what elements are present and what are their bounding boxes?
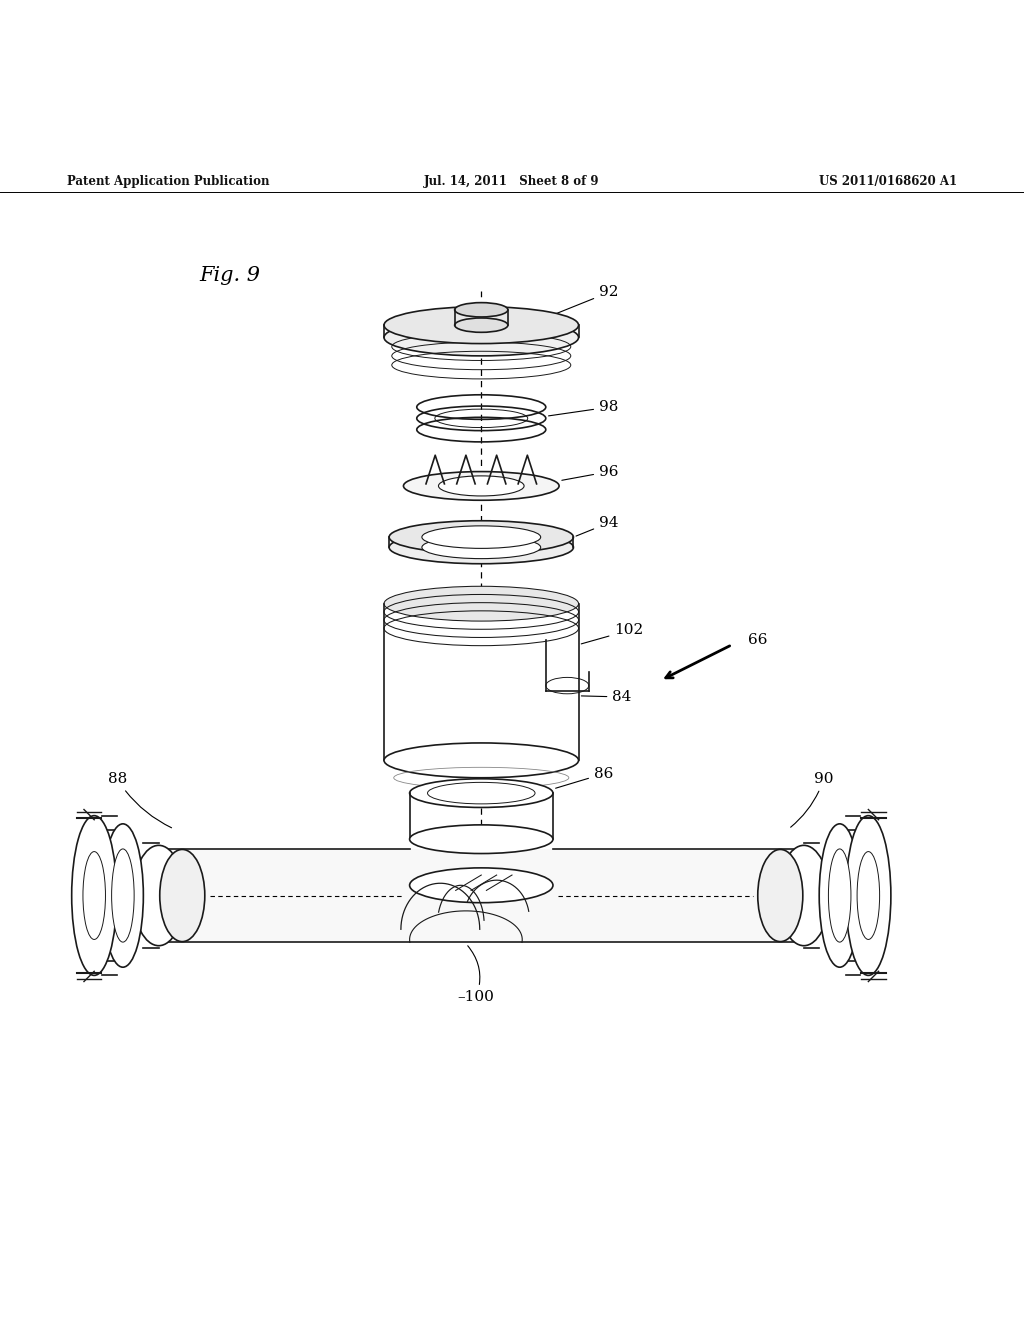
Text: US 2011/0168620 A1: US 2011/0168620 A1 — [819, 174, 957, 187]
Ellipse shape — [422, 525, 541, 548]
Text: 86: 86 — [556, 767, 613, 788]
Ellipse shape — [389, 531, 573, 564]
Ellipse shape — [422, 536, 541, 558]
Ellipse shape — [410, 779, 553, 808]
Ellipse shape — [403, 471, 559, 500]
Ellipse shape — [828, 849, 851, 942]
Ellipse shape — [410, 867, 553, 903]
Ellipse shape — [384, 743, 579, 777]
Ellipse shape — [384, 586, 579, 622]
Ellipse shape — [389, 520, 573, 553]
Text: 84: 84 — [582, 690, 632, 704]
Text: 96: 96 — [562, 465, 618, 480]
Text: 94: 94 — [577, 516, 618, 536]
Text: 92: 92 — [546, 285, 618, 318]
Ellipse shape — [133, 845, 184, 945]
Ellipse shape — [778, 845, 829, 945]
Ellipse shape — [160, 850, 205, 941]
Text: 102: 102 — [582, 623, 644, 644]
Text: Patent Application Publication: Patent Application Publication — [67, 174, 269, 187]
Text: Fig. 9: Fig. 9 — [200, 265, 261, 285]
Ellipse shape — [83, 851, 105, 940]
Ellipse shape — [72, 816, 117, 975]
Ellipse shape — [102, 824, 143, 968]
Ellipse shape — [758, 850, 803, 941]
Text: –100: –100 — [458, 945, 495, 1005]
Ellipse shape — [857, 851, 880, 940]
Bar — [384, 603, 579, 760]
Ellipse shape — [438, 477, 524, 496]
Ellipse shape — [428, 783, 535, 804]
Text: 66: 66 — [748, 632, 767, 647]
Text: 98: 98 — [549, 400, 618, 416]
Ellipse shape — [384, 319, 579, 356]
Text: 90: 90 — [791, 772, 834, 828]
Ellipse shape — [819, 824, 860, 968]
Ellipse shape — [455, 318, 508, 333]
Ellipse shape — [384, 306, 579, 343]
Bar — [164, 850, 799, 941]
Ellipse shape — [846, 816, 891, 975]
Text: Jul. 14, 2011   Sheet 8 of 9: Jul. 14, 2011 Sheet 8 of 9 — [424, 174, 600, 187]
Text: 88: 88 — [108, 772, 172, 828]
Ellipse shape — [410, 825, 553, 854]
Ellipse shape — [455, 302, 508, 317]
Ellipse shape — [112, 849, 134, 942]
